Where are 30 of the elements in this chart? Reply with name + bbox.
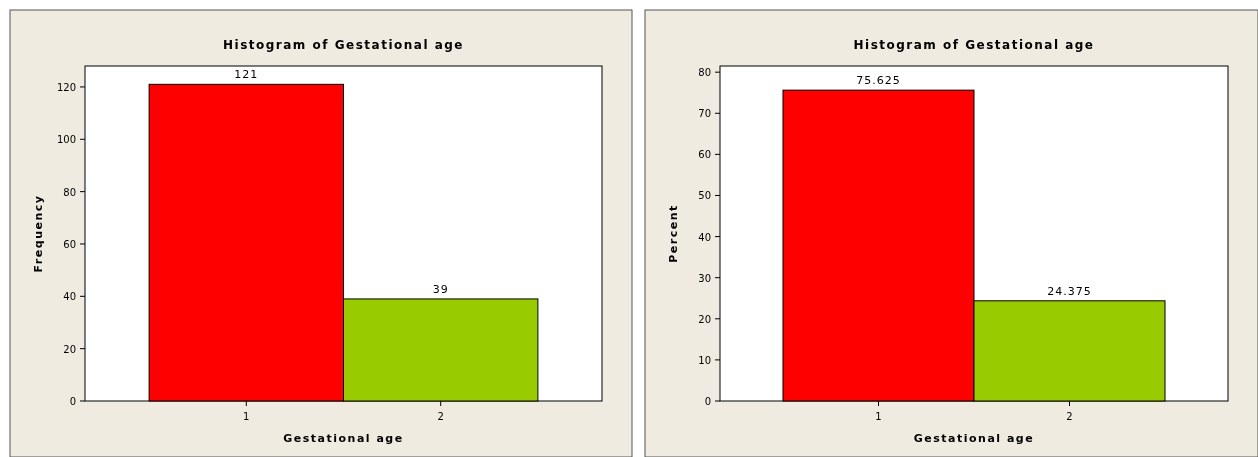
y-tick-label: 70 xyxy=(698,108,711,120)
data-label: 39 xyxy=(432,282,449,296)
y-axis-title: Percent xyxy=(667,204,680,263)
y-tick-label: 60 xyxy=(698,149,711,161)
data-label: 121 xyxy=(234,68,259,82)
y-tick-label: 60 xyxy=(63,238,76,250)
data-label: 24.375 xyxy=(1047,284,1092,298)
x-axis-title: Gestational age xyxy=(913,432,1035,445)
y-tick-label: 80 xyxy=(698,67,711,79)
y-tick-label: 120 xyxy=(56,81,76,93)
y-tick-label: 50 xyxy=(698,190,711,202)
y-tick-label: 10 xyxy=(698,354,711,366)
chart-title: Histogram of Gestational age xyxy=(222,38,465,52)
y-tick-label: 20 xyxy=(63,343,76,355)
x-tick-label: 2 xyxy=(1066,411,1073,422)
y-tick-label: 40 xyxy=(698,231,711,243)
data-label: 75.625 xyxy=(856,74,901,88)
y-tick-label: 80 xyxy=(63,186,76,198)
y-tick-label: 0 xyxy=(704,396,711,407)
y-axis-title: Frequency xyxy=(32,194,45,273)
x-axis-title: Gestational age xyxy=(283,432,404,445)
y-tick-label: 40 xyxy=(63,291,76,303)
x-tick-label: 2 xyxy=(437,411,444,422)
y-tick-label: 0 xyxy=(69,396,76,407)
y-tick-label: 30 xyxy=(698,272,711,284)
y-tick-label: 100 xyxy=(56,134,76,146)
x-tick-label: 1 xyxy=(875,411,882,422)
x-tick-label: 1 xyxy=(243,411,250,422)
chart-title: Histogram of Gestational age xyxy=(853,38,1095,52)
y-tick-label: 20 xyxy=(698,313,711,325)
